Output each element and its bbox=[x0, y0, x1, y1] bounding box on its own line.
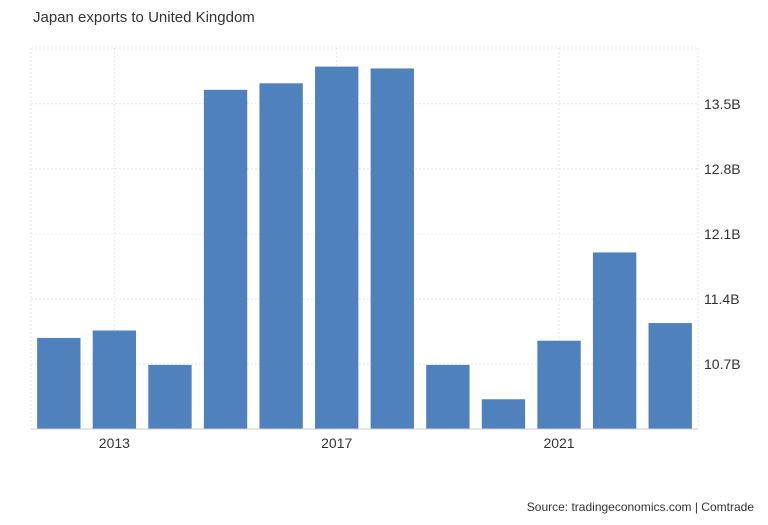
y-tick-label: 12.8B bbox=[704, 161, 741, 177]
y-tick-label: 13.5B bbox=[704, 96, 741, 112]
chart-title: Japan exports to United Kingdom bbox=[33, 9, 255, 26]
source-credit: Source: tradingeconomics.com | Comtrade bbox=[526, 500, 754, 514]
y-tick-labels: 10.7B 11.4B 12.1B 12.8B 13.5B bbox=[704, 96, 741, 372]
x-tick-label: 2017 bbox=[321, 435, 352, 451]
x-tick-labels: 2013 2017 2021 bbox=[99, 435, 575, 451]
y-tick-label: 12.1B bbox=[704, 226, 741, 242]
bar-2022 bbox=[592, 252, 637, 429]
bars-group bbox=[37, 66, 692, 430]
bar-2016 bbox=[259, 83, 303, 429]
x-tick-label: 2021 bbox=[543, 435, 574, 451]
bar-2014 bbox=[148, 364, 192, 429]
bar-2012 bbox=[37, 337, 81, 429]
y-tick-label: 10.7B bbox=[704, 356, 741, 372]
bar-2018 bbox=[370, 68, 414, 429]
bar-2017 bbox=[315, 66, 359, 430]
bar-2020 bbox=[481, 399, 526, 429]
y-tick-label: 11.4B bbox=[704, 291, 740, 307]
bar-2021 bbox=[537, 340, 581, 429]
bar-2015 bbox=[203, 89, 248, 429]
bar-2019 bbox=[426, 364, 470, 429]
bar-2023 bbox=[648, 323, 692, 429]
x-tick-label: 2013 bbox=[99, 435, 130, 451]
bar-2013 bbox=[92, 330, 137, 429]
